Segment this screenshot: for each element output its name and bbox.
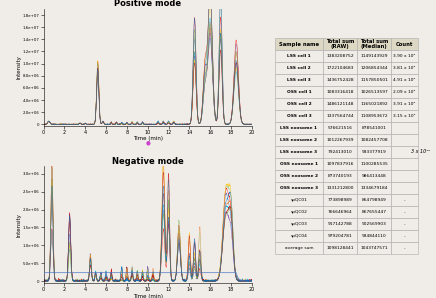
- Y-axis label: Intensity: Intensity: [16, 55, 21, 79]
- Title: Negative mode: Negative mode: [112, 157, 184, 166]
- Text: 3 x 10²⁰: 3 x 10²⁰: [411, 149, 430, 154]
- X-axis label: Time (min): Time (min): [133, 294, 163, 298]
- Y-axis label: Intensity: Intensity: [16, 213, 21, 237]
- Text: ●: ●: [145, 141, 150, 146]
- Title: Positive mode: Positive mode: [114, 0, 181, 8]
- X-axis label: Time (min): Time (min): [133, 136, 163, 141]
